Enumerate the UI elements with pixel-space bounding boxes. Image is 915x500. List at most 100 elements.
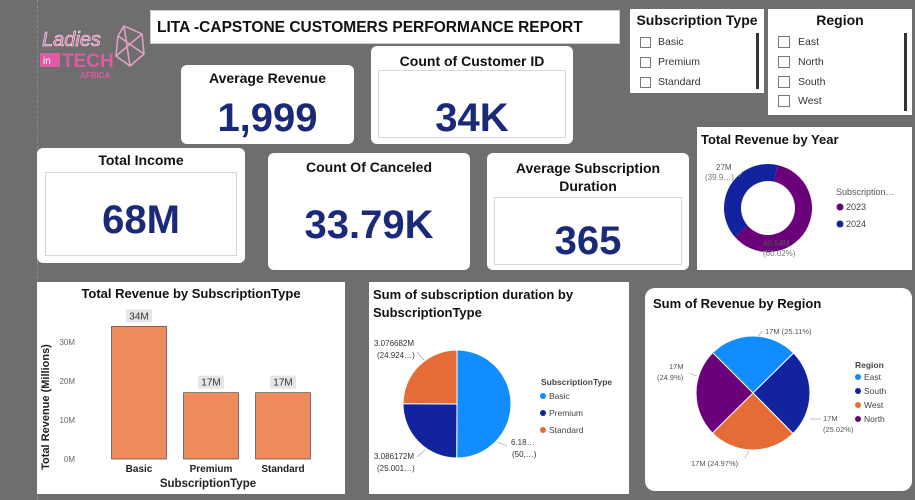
legend-label[interactable]: East <box>864 372 882 382</box>
customer-count-value: 34K <box>435 96 509 140</box>
legend-title: SubscriptionType <box>541 377 612 387</box>
avg-revenue-label: Average Revenue <box>209 70 326 86</box>
slicer-option-north[interactable]: North <box>778 56 824 68</box>
option-label: Basic <box>658 36 684 48</box>
data-label: (24.924…) <box>377 351 415 360</box>
legend-label[interactable]: Basic <box>549 391 571 401</box>
pie-slice-west[interactable] <box>711 392 794 451</box>
avg-duration-label: Average Subscription Duration <box>515 160 661 194</box>
donut-slice-2024[interactable] <box>724 164 778 238</box>
avg-duration-card: Average Subscription Duration 365 <box>487 153 689 270</box>
customer-count-frame <box>378 70 566 138</box>
x-tick-label: Basic <box>126 464 153 475</box>
legend-label[interactable]: Standard <box>549 425 584 435</box>
leader-line <box>688 372 698 377</box>
checkbox[interactable] <box>640 36 651 48</box>
slicer-option-west[interactable]: West <box>778 95 822 107</box>
bar-premium[interactable] <box>183 392 239 460</box>
legend-marker <box>540 410 546 416</box>
logo-text-tech: TECH <box>62 51 114 72</box>
logo-text-africa: AFRICA <box>80 71 110 80</box>
pie-slice-south[interactable] <box>752 352 811 435</box>
chart-title: Total Revenue by SubscriptionType <box>81 286 301 301</box>
total-income-frame <box>45 172 237 256</box>
legend-marker <box>836 220 844 228</box>
data-label: 17M <box>273 378 292 389</box>
legend-marker <box>836 203 844 211</box>
checkbox[interactable] <box>640 76 651 88</box>
slicer-option-east[interactable]: East <box>778 36 819 48</box>
legend-label[interactable]: South <box>864 386 886 396</box>
data-label: 40.54M <box>763 239 790 248</box>
canceled-count-label: Count Of Canceled <box>305 159 432 175</box>
y-tick-label: 20M <box>59 377 75 386</box>
ladies-in-tech-logo: Ladies in TECH AFRICA <box>36 20 148 90</box>
pie-slice-north[interactable] <box>695 351 754 434</box>
legend-marker <box>855 374 861 380</box>
legend-label[interactable]: Premium <box>549 408 583 418</box>
legend-label[interactable]: 2024 <box>846 219 866 229</box>
pie-slice-premium[interactable] <box>402 403 458 459</box>
leader-line <box>744 450 750 459</box>
leader-line <box>757 330 764 337</box>
leader-line <box>416 449 426 458</box>
leader-line <box>758 250 768 253</box>
donut-slice-2023[interactable] <box>734 165 812 252</box>
bar-standard[interactable] <box>255 392 311 460</box>
subscription-type-slicer: Subscription Type Basic Premium Standard <box>630 9 764 93</box>
option-label: Standard <box>658 76 701 88</box>
report-title: LITA -CAPSTONE CUSTOMERS PERFORMANCE REP… <box>150 10 620 44</box>
checkbox[interactable] <box>778 95 790 107</box>
legend-marker <box>855 402 861 408</box>
legend-title: Subscription… <box>836 187 895 197</box>
data-label: 17M <box>669 362 684 371</box>
total-income-label: Total Income <box>98 152 184 168</box>
data-label: 27M <box>716 163 732 172</box>
data-label: 6.18… <box>511 438 535 447</box>
pie-slice-east[interactable] <box>711 335 795 394</box>
data-label: (60.02%) <box>763 249 796 258</box>
slicer-scrollbar[interactable] <box>904 33 907 111</box>
avg-revenue-value: 1,999 <box>217 96 318 140</box>
pie-slice-basic[interactable] <box>456 349 512 459</box>
data-label-bg <box>198 375 224 389</box>
legend-label[interactable]: North <box>864 414 885 424</box>
leader-line <box>738 170 744 178</box>
data-label: (25.02%) <box>823 425 854 434</box>
y-tick-label: 10M <box>59 416 75 425</box>
pie-chart-svg: Region East South West North 17M (25.11%) 17… <box>657 327 886 468</box>
region-title: Region <box>816 12 864 28</box>
checkbox[interactable] <box>778 36 790 48</box>
legend-title: Region <box>855 360 884 370</box>
checkbox[interactable] <box>778 76 790 88</box>
option-label: South <box>798 76 826 88</box>
option-label: North <box>798 56 824 68</box>
pie-slice-standard[interactable] <box>402 349 458 405</box>
slicer-scrollbar[interactable] <box>756 33 759 89</box>
option-label: Premium <box>658 56 701 68</box>
logo-text-in: in <box>43 56 51 67</box>
checkbox[interactable] <box>640 56 651 68</box>
canceled-count-card: Count Of Canceled 33.79K <box>268 153 470 270</box>
leader-line <box>496 441 508 447</box>
x-tick-label: Premium <box>190 464 233 475</box>
bar-basic[interactable] <box>111 326 167 460</box>
duration-by-subscription-chart: Sum of subscription duration by Subscrip… <box>369 282 629 494</box>
leader-line <box>416 351 425 361</box>
legend-marker <box>540 427 546 433</box>
y-tick-label: 0M <box>64 455 75 464</box>
slicer-option-standard[interactable]: Standard <box>640 76 701 88</box>
chart-title: Sum of Revenue by Region <box>653 296 822 311</box>
donut-chart-svg: Subscription… 2023 2024 40.54M(60.02%) 27M… <box>705 163 895 258</box>
legend-label[interactable]: 2023 <box>846 202 866 212</box>
y-axis-title: Total Revenue (Millions) <box>40 344 52 470</box>
slicer-option-south[interactable]: South <box>778 76 825 88</box>
avg-duration-value: 365 <box>554 219 622 263</box>
option-label: East <box>798 36 820 48</box>
slicer-option-premium[interactable]: Premium <box>640 56 700 68</box>
checkbox[interactable] <box>778 56 790 68</box>
data-label: (24.9%) <box>657 373 684 382</box>
slicer-option-basic[interactable]: Basic <box>640 36 684 48</box>
legend-label[interactable]: West <box>864 400 884 410</box>
data-label: 17M <box>201 378 220 389</box>
